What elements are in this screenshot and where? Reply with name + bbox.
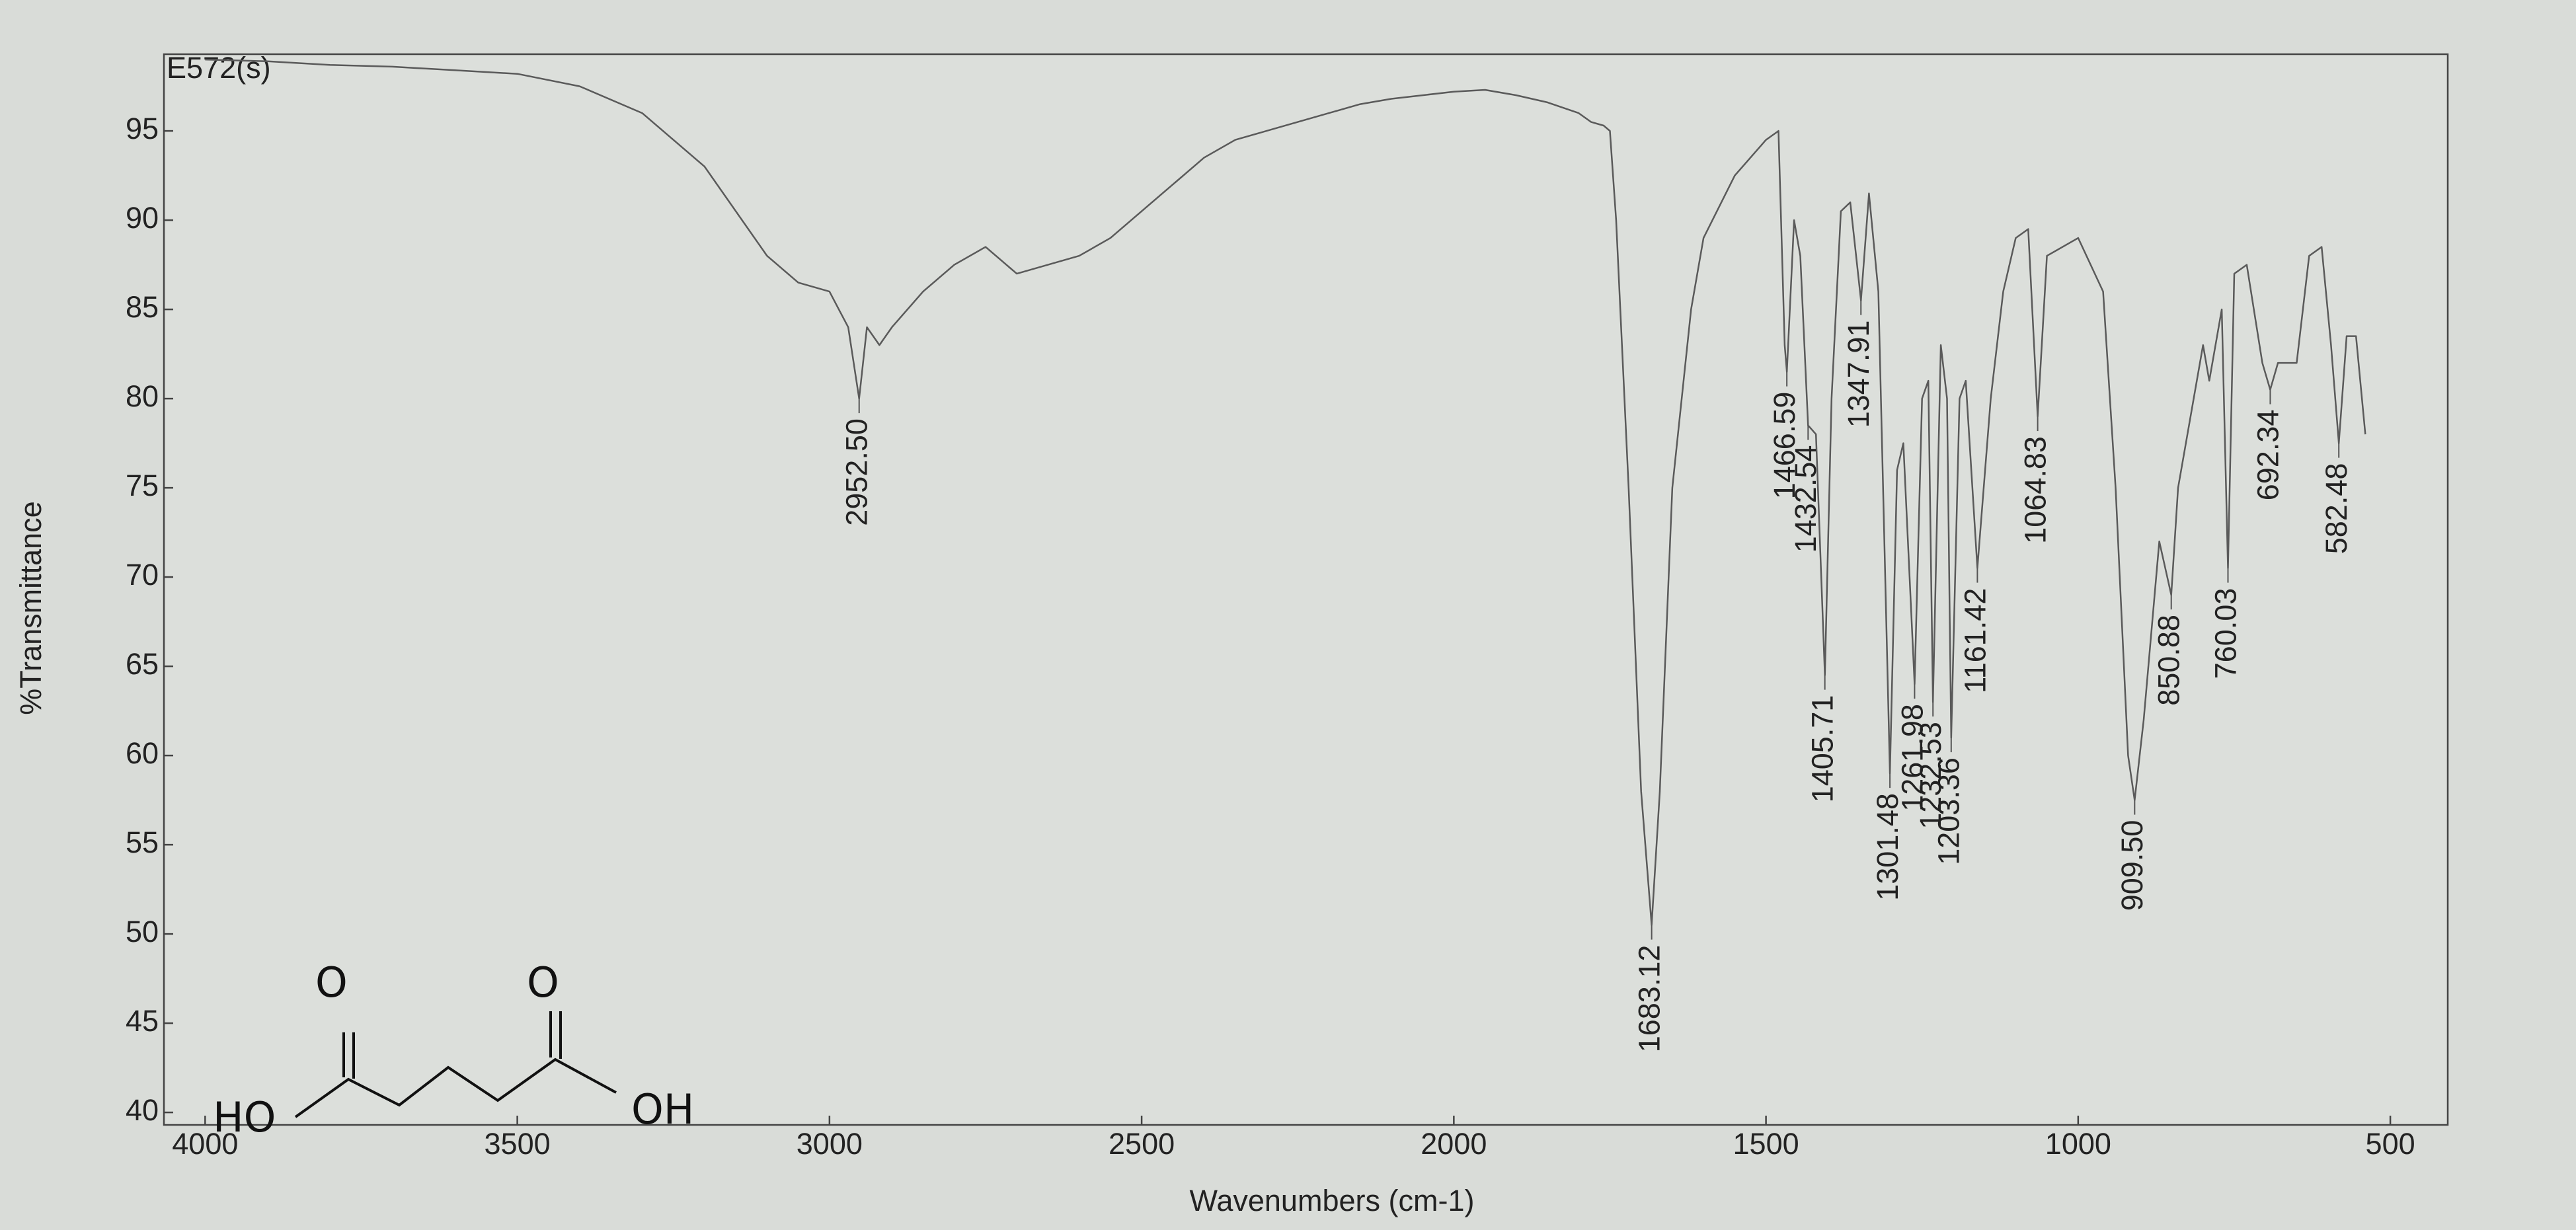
peak-label: 760.03 bbox=[2208, 588, 2242, 679]
x-tick-label: 1500 bbox=[1733, 1127, 1799, 1161]
y-tick-label: 45 bbox=[126, 1004, 159, 1038]
peak-label: 1347.91 bbox=[1842, 321, 1875, 428]
spectrum-line bbox=[205, 58, 2366, 926]
peak-label: 850.88 bbox=[2152, 615, 2186, 706]
x-tick-label: 500 bbox=[2366, 1127, 2415, 1161]
x-axis-label: Wavenumbers (cm-1) bbox=[1190, 1184, 1475, 1217]
peak-label: 1161.42 bbox=[1958, 588, 1992, 693]
x-tick-label: 3500 bbox=[485, 1127, 551, 1161]
x-tick-label: 1000 bbox=[2045, 1127, 2111, 1161]
structure-label: OH bbox=[631, 1085, 694, 1134]
peak-label: 1683.12 bbox=[1633, 945, 1666, 1053]
y-tick-label: 95 bbox=[126, 112, 159, 145]
plot-frame bbox=[163, 53, 2449, 1126]
peak-label: 2952.50 bbox=[840, 418, 874, 526]
peak-label: 909.50 bbox=[2115, 820, 2149, 911]
peak-label: 1232.53 bbox=[1914, 722, 1947, 829]
structure-label: HO bbox=[213, 1093, 276, 1141]
y-tick-label: 65 bbox=[126, 647, 159, 681]
y-tick-label: 90 bbox=[126, 201, 159, 235]
x-tick-label: 2000 bbox=[1421, 1127, 1487, 1161]
x-tick-label: 2500 bbox=[1109, 1127, 1175, 1161]
y-tick-label: 85 bbox=[126, 290, 159, 324]
y-tick-label: 50 bbox=[126, 915, 159, 948]
peak-label: 1466.59 bbox=[1768, 392, 1801, 500]
peak-label: 1203.36 bbox=[1932, 757, 1966, 865]
peak-label: 582.48 bbox=[2320, 463, 2353, 555]
peak-label: 1405.71 bbox=[1806, 695, 1840, 803]
y-tick-label: 80 bbox=[126, 379, 159, 413]
peak-label: 1301.48 bbox=[1871, 793, 1904, 901]
peak-label: 1432.54 bbox=[1789, 445, 1822, 553]
peak-label: 1261.98 bbox=[1895, 704, 1929, 812]
peak-label: 692.34 bbox=[2251, 410, 2284, 501]
structure bbox=[294, 1011, 617, 1118]
chart-title: E572(s) bbox=[167, 51, 271, 85]
x-tick-label: 3000 bbox=[797, 1127, 863, 1161]
x-tick-label: 4000 bbox=[172, 1127, 238, 1161]
y-tick-label: 60 bbox=[126, 736, 159, 770]
peak-label: 1064.83 bbox=[2019, 436, 2052, 544]
structure-label: O bbox=[527, 958, 559, 1007]
structure-bonds bbox=[294, 1057, 617, 1118]
y-tick-label: 70 bbox=[126, 558, 159, 592]
structure-label: O bbox=[315, 958, 348, 1007]
y-axis-label: %Transmittance bbox=[14, 501, 48, 714]
y-tick-label: 55 bbox=[126, 826, 159, 859]
y-tick-label: 75 bbox=[126, 469, 159, 502]
y-tick-label: 40 bbox=[126, 1093, 159, 1127]
